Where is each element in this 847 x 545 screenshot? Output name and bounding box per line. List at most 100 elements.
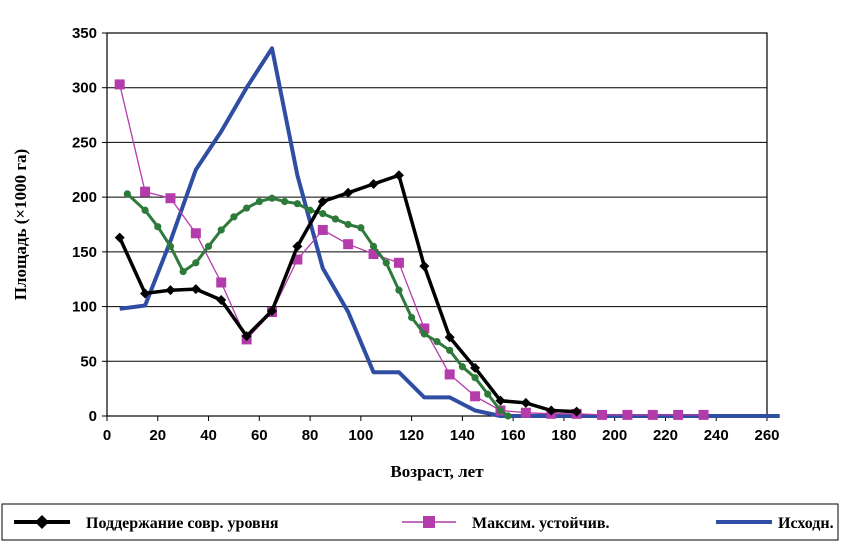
legend: Поддержание совр. уровня Максим. устойчи… [1,503,839,541]
data-point [382,259,390,267]
data-point [419,323,430,334]
data-point [343,239,354,250]
y-tick-label: 0 [89,408,97,425]
data-point [292,254,303,265]
data-point [444,369,455,380]
data-point [470,362,481,373]
data-point [496,406,505,415]
data-point [504,412,512,420]
data-point [204,242,213,250]
plot-area [106,32,768,417]
x-tick-label: 180 [551,427,576,444]
data-point [141,206,149,214]
y-tick-label: 350 [72,25,97,42]
data-point [317,196,328,207]
data-point [216,295,227,306]
data-point [622,409,633,420]
y-axis: 0 50 100 150 200 250 300 350 [72,25,107,425]
x-tick-label: 200 [602,427,627,444]
x-tick-label: 80 [302,427,319,444]
x-tick-label: 220 [653,427,678,444]
x-tick-label: 0 [103,427,111,444]
x-axis: 0 20 40 60 80 100 120 140 160 180 200 220 240 260 [103,416,780,444]
data-point [395,286,403,294]
data-point [190,228,201,239]
series-2 [123,190,512,420]
data-point [484,390,492,398]
data-point [433,337,441,346]
y-axis-label: Площадь (×1000 га) [11,149,30,300]
data-point [114,79,125,90]
data-point [243,204,251,212]
series-3 [119,46,780,418]
series-line [118,173,577,414]
series-1 [114,79,709,420]
x-tick-label: 260 [754,427,779,444]
data-point [268,194,276,202]
data-point [369,242,378,250]
x-tick-label: 120 [399,427,424,444]
data-point [331,215,340,223]
series-0 [114,170,582,417]
x-tick-label: 60 [251,427,268,444]
data-point [179,267,187,276]
data-point [230,213,238,221]
data-point [368,179,379,190]
data-point [165,285,176,296]
data-point [319,209,327,218]
x-tick-label: 40 [200,427,217,444]
series-line [119,46,780,418]
x-tick-label: 240 [704,427,729,444]
data-point [343,187,354,198]
data-point [393,257,404,268]
data-point [698,409,709,420]
data-point [154,223,162,231]
data-point [217,226,225,234]
data-point [192,259,200,267]
series-line [126,192,509,418]
data-point [470,391,481,402]
legend-label-maintain: Поддержание совр. уровня [86,515,279,532]
x-tick-label: 100 [348,427,373,444]
data-point [344,220,352,229]
data-point [123,190,131,198]
data-point [165,193,176,204]
series [114,46,780,420]
x-axis-label: Возраст, лет [390,462,484,481]
data-point [357,224,365,232]
y-tick-label: 100 [72,299,97,316]
data-point [306,206,314,214]
data-point [446,346,454,354]
data-point [281,197,289,206]
data-point [216,277,227,288]
data-point [458,363,466,371]
y-tick-label: 50 [80,353,97,370]
data-point [292,241,303,252]
y-tick-label: 250 [72,134,97,151]
data-point [166,242,175,250]
data-point [293,200,301,208]
data-point [255,197,263,206]
data-point [419,261,430,272]
data-point [546,405,557,416]
x-tick-label: 20 [149,427,166,444]
data-point [420,330,428,338]
y-tick-label: 150 [72,244,97,261]
data-point [673,409,684,420]
legend-marker-maintain [35,515,49,529]
data-point [393,170,404,181]
data-point [267,305,277,316]
data-point [495,395,506,406]
data-point [444,332,455,343]
x-tick-label: 160 [501,427,526,444]
data-point [140,288,151,299]
data-point [114,232,125,243]
legend-frame [1,503,839,541]
data-point [520,397,531,408]
legend-label-maxsustain: Максим. устойчив. [472,515,610,532]
data-point [647,409,658,420]
y-tick-label: 300 [72,80,97,97]
data-point [408,313,416,322]
x-tick-label: 140 [450,427,475,444]
